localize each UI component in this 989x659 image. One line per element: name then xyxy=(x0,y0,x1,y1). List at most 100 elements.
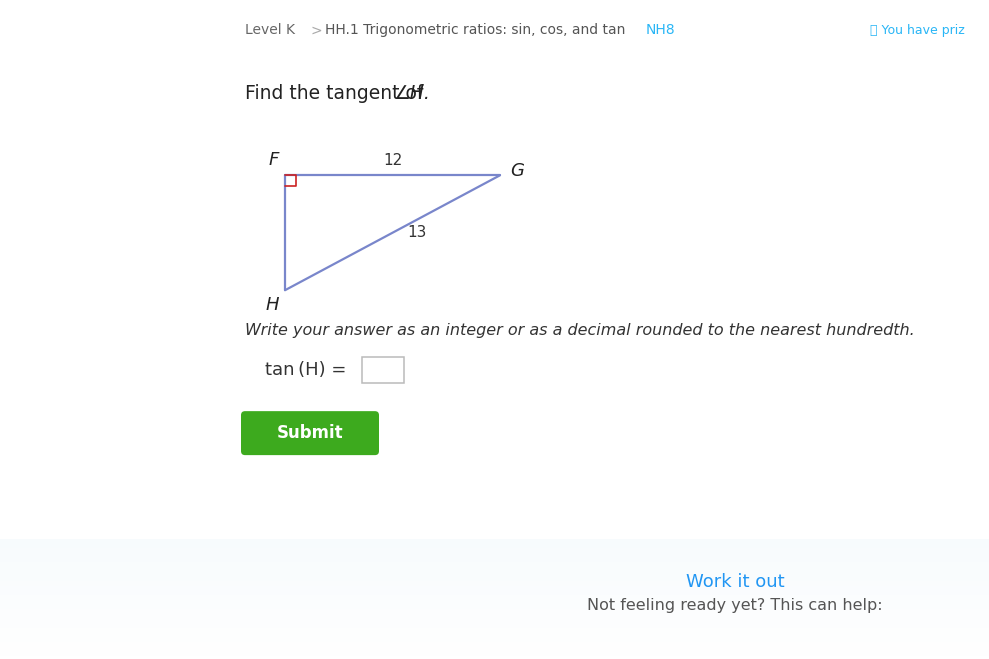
Bar xyxy=(0,624,989,625)
Bar xyxy=(0,627,989,628)
Bar xyxy=(0,606,989,607)
Bar xyxy=(0,618,989,619)
Text: 12: 12 xyxy=(383,154,403,168)
Bar xyxy=(0,591,989,592)
Bar xyxy=(0,596,989,597)
Bar xyxy=(0,650,989,651)
Bar xyxy=(0,561,989,562)
Bar xyxy=(0,653,989,654)
Bar xyxy=(0,639,989,640)
Text: ∠H.: ∠H. xyxy=(393,84,430,103)
Text: Submit: Submit xyxy=(277,424,343,442)
Bar xyxy=(0,626,989,627)
Bar xyxy=(0,575,989,576)
Bar xyxy=(0,651,989,652)
Bar xyxy=(0,579,989,580)
Text: F: F xyxy=(269,152,279,169)
Bar xyxy=(0,555,989,556)
Bar xyxy=(0,545,989,546)
Bar xyxy=(0,585,989,586)
Bar xyxy=(0,633,989,634)
Bar xyxy=(0,608,989,609)
Bar xyxy=(0,583,989,584)
Text: 13: 13 xyxy=(407,225,427,241)
Bar xyxy=(0,599,989,600)
Bar xyxy=(0,638,989,639)
Bar xyxy=(0,640,989,641)
Bar xyxy=(0,552,989,553)
Bar xyxy=(0,654,989,655)
FancyBboxPatch shape xyxy=(241,411,379,455)
Bar xyxy=(0,572,989,573)
Bar xyxy=(0,658,989,659)
Bar xyxy=(0,635,989,636)
Bar xyxy=(0,554,989,555)
Bar xyxy=(0,589,989,590)
Bar xyxy=(0,551,989,552)
Bar xyxy=(0,634,989,635)
FancyBboxPatch shape xyxy=(362,357,404,383)
Bar xyxy=(0,571,989,572)
Text: H: H xyxy=(265,296,279,314)
Bar xyxy=(0,541,989,542)
Text: Find the tangent of: Find the tangent of xyxy=(245,84,429,103)
Bar xyxy=(0,577,989,578)
Text: HH.1 Trigonometric ratios: sin, cos, and tan: HH.1 Trigonometric ratios: sin, cos, and… xyxy=(325,23,625,38)
Text: NH8: NH8 xyxy=(646,23,675,38)
Bar xyxy=(0,540,989,541)
Bar xyxy=(0,603,989,604)
Text: Work it out: Work it out xyxy=(685,573,784,591)
Bar xyxy=(0,566,989,567)
Bar xyxy=(0,604,989,605)
Bar xyxy=(0,542,989,543)
Bar xyxy=(0,623,989,624)
Bar xyxy=(0,649,989,650)
Bar xyxy=(0,547,989,548)
Bar xyxy=(0,597,989,598)
Bar xyxy=(0,573,989,574)
Bar xyxy=(0,613,989,614)
Bar xyxy=(0,641,989,642)
Bar xyxy=(0,657,989,658)
Bar xyxy=(0,621,989,622)
Text: G: G xyxy=(510,162,524,181)
Bar xyxy=(0,569,989,570)
Bar xyxy=(0,586,989,587)
Bar xyxy=(0,544,989,545)
Bar xyxy=(0,595,989,596)
Bar xyxy=(0,631,989,632)
Bar xyxy=(0,609,989,610)
Bar xyxy=(0,655,989,656)
Bar xyxy=(0,590,989,591)
Text: >: > xyxy=(310,23,321,38)
Bar xyxy=(0,594,989,595)
Bar xyxy=(0,578,989,579)
Bar xyxy=(0,602,989,603)
Bar xyxy=(0,605,989,606)
Bar xyxy=(0,617,989,618)
Bar xyxy=(0,548,989,549)
Bar xyxy=(0,570,989,571)
Bar xyxy=(0,558,989,559)
Bar xyxy=(0,630,989,631)
Bar xyxy=(0,620,989,621)
Bar xyxy=(0,625,989,626)
Bar xyxy=(0,560,989,561)
Text: Write your answer as an integer or as a decimal rounded to the nearest hundredth: Write your answer as an integer or as a … xyxy=(245,323,915,337)
Bar xyxy=(0,656,989,657)
Bar xyxy=(0,588,989,589)
Bar xyxy=(0,610,989,611)
Bar xyxy=(0,587,989,588)
Bar xyxy=(0,592,989,593)
Bar xyxy=(0,581,989,582)
Bar xyxy=(0,549,989,550)
Bar xyxy=(0,553,989,554)
Bar xyxy=(0,615,989,616)
Bar xyxy=(0,568,989,569)
Bar xyxy=(0,564,989,565)
Bar xyxy=(0,642,989,643)
Bar xyxy=(0,616,989,617)
Bar xyxy=(0,629,989,630)
Bar xyxy=(0,598,989,599)
Bar xyxy=(0,574,989,575)
